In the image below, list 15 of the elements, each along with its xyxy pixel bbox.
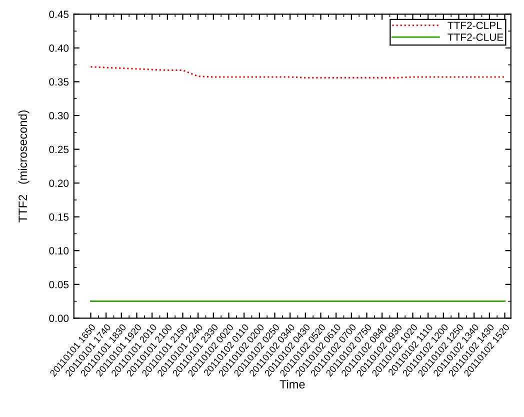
legend-label: TTF2-CLPL: [448, 22, 502, 30]
y-tick-label: 0.35: [49, 78, 69, 86]
legend-label: TTF2-CLUE: [448, 34, 504, 41]
y-tick-label: 0.30: [49, 112, 69, 120]
x-axis-title: Time: [280, 380, 305, 389]
y-tick-label: 0.45: [49, 10, 69, 18]
y-tick-label: 0.00: [49, 314, 69, 322]
y-tick-label: 0.10: [49, 247, 69, 254]
y-tick-label: 0.15: [49, 213, 69, 221]
y-tick-label: 0.40: [49, 44, 69, 52]
y-tick-label: 0.25: [49, 146, 69, 154]
y-tick-label: 0.05: [49, 280, 69, 288]
line-series: [90, 66, 506, 78]
y-tick-label: 0.20: [49, 180, 69, 187]
y-axis-title: TTF2 (microsecond): [18, 110, 30, 222]
